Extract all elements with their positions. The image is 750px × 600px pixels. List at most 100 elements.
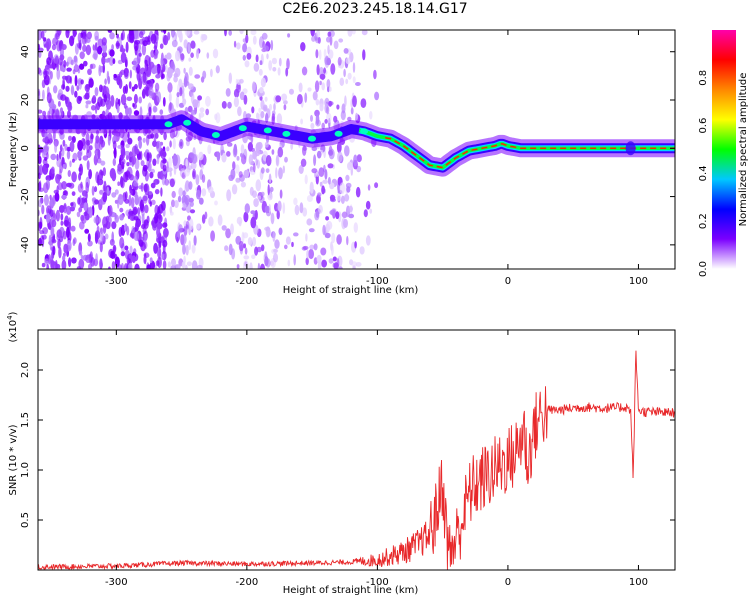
noise-speckle: [345, 57, 351, 65]
noise-speckle: [204, 211, 208, 220]
noise-speckle: [321, 259, 327, 268]
noise-speckle: [140, 160, 145, 167]
noise-speckle: [167, 167, 173, 173]
noise-speckle: [133, 110, 140, 116]
noise-speckle: [287, 33, 291, 38]
noise-speckle: [53, 54, 60, 64]
noise-speckle: [87, 240, 93, 247]
noise-speckle: [63, 60, 67, 68]
noise-speckle: [76, 266, 82, 269]
noise-speckle: [340, 195, 345, 204]
noise-speckle: [108, 205, 113, 217]
y-tick-label: 20: [20, 94, 31, 107]
noise-speckle: [66, 150, 71, 160]
x-axis-label: Height of straight line (km): [283, 285, 419, 296]
noise-speckle: [271, 149, 275, 155]
noise-speckle: [266, 53, 269, 60]
noise-speckle: [242, 54, 246, 61]
noise-speckle: [207, 186, 214, 194]
noise-speckle: [44, 64, 51, 70]
noise-speckle: [144, 55, 151, 67]
noise-speckle: [127, 107, 132, 116]
noise-speckle: [321, 185, 325, 195]
noise-speckle: [45, 163, 50, 169]
noise-speckle: [318, 167, 325, 178]
noise-speckle: [220, 143, 224, 156]
noise-speckle: [141, 213, 145, 224]
noise-speckle: [38, 181, 42, 192]
noise-speckle: [176, 92, 180, 98]
noise-speckle: [46, 212, 51, 224]
noise-speckle: [76, 85, 80, 91]
noise-speckle: [128, 208, 132, 217]
noise-speckle: [369, 208, 373, 214]
noise-speckle: [57, 100, 61, 107]
noise-speckle: [69, 206, 76, 212]
noise-speckle: [179, 87, 183, 97]
noise-speckle: [278, 57, 282, 67]
noise-speckle: [236, 216, 243, 225]
noise-speckle: [270, 212, 275, 225]
y-scale-exponent: 4: [6, 315, 14, 320]
noise-speckle: [167, 82, 173, 93]
noise-speckle: [337, 151, 343, 163]
noise-speckle: [188, 57, 192, 62]
noise-speckle: [236, 264, 240, 269]
noise-speckle: [224, 245, 229, 252]
noise-speckle: [308, 228, 315, 233]
noise-speckle: [85, 100, 92, 105]
ridge-blob: [164, 121, 173, 128]
noise-speckle: [100, 261, 103, 269]
noise-speckle: [42, 37, 47, 42]
noise-speckle: [85, 44, 92, 56]
noise-speckle: [149, 257, 153, 263]
noise-speckle: [154, 189, 160, 195]
noise-speckle: [61, 195, 67, 200]
noise-speckle: [235, 164, 240, 174]
noise-speckle: [105, 99, 112, 110]
noise-speckle: [68, 257, 72, 268]
noise-speckle: [343, 68, 346, 78]
noise-speckle: [131, 155, 136, 165]
noise-speckle: [188, 83, 194, 90]
noise-speckle: [63, 202, 67, 214]
noise-speckle: [58, 150, 62, 160]
noise-speckle: [131, 255, 136, 263]
noise-speckle: [103, 94, 108, 103]
colorbar-tick-label: 0.8: [698, 70, 709, 86]
noise-speckle: [156, 227, 161, 238]
ridge-blob: [360, 128, 369, 135]
noise-speckle: [111, 192, 117, 198]
noise-speckle: [153, 242, 159, 254]
noise-speckle: [159, 43, 164, 49]
y-scale-factor: (x104): [6, 311, 19, 342]
noise-speckle: [167, 31, 171, 41]
noise-speckle: [277, 146, 284, 158]
x-tick-label: -300: [105, 577, 128, 588]
noise-speckle: [250, 210, 256, 215]
noise-speckle: [91, 105, 96, 111]
noise-speckle: [243, 211, 249, 223]
noise-speckle: [56, 153, 59, 161]
noise-speckle: [166, 52, 172, 60]
noise-speckle: [345, 78, 349, 85]
noise-speckle: [339, 182, 346, 195]
noise-speckle: [327, 177, 331, 185]
noise-speckle: [354, 241, 357, 249]
noise-speckle: [84, 83, 91, 92]
noise-speckle: [217, 214, 223, 226]
noise-speckle: [127, 132, 130, 139]
noise-speckle: [306, 249, 310, 259]
colorbar-gradient: [712, 30, 736, 269]
noise-speckle: [149, 171, 154, 179]
noise-speckle: [142, 194, 148, 204]
noise-speckle: [319, 181, 323, 187]
y-tick-label: 1.0: [20, 462, 31, 478]
noise-speckle: [39, 230, 45, 235]
noise-speckle: [110, 250, 115, 256]
noise-speckle: [94, 42, 98, 51]
noise-speckle: [114, 256, 120, 268]
noise-speckle: [146, 134, 153, 140]
noise-speckle: [269, 103, 272, 111]
